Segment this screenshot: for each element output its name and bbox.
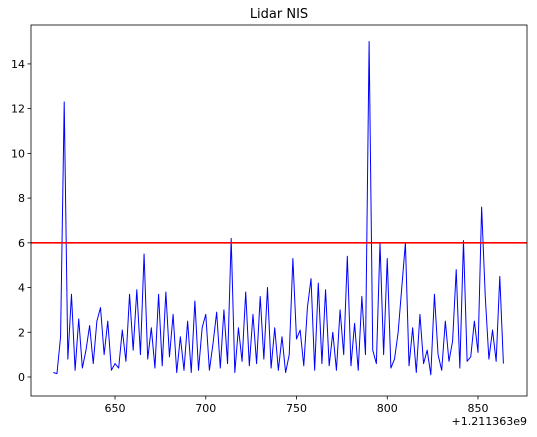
- y-tick-label: 2: [18, 326, 25, 339]
- y-tick-label: 0: [18, 371, 25, 384]
- y-tick-label: 4: [18, 282, 25, 295]
- y-tick-label: 12: [11, 103, 25, 116]
- x-tick-label: 850: [467, 402, 488, 415]
- x-tick-label: 650: [105, 402, 126, 415]
- data-line: [53, 41, 504, 376]
- x-offset-label: +1.211363e9: [452, 415, 527, 428]
- y-tick-label: 14: [11, 58, 25, 71]
- x-tick-label: 750: [286, 402, 307, 415]
- x-tick-label: 800: [377, 402, 398, 415]
- x-tick-label: 700: [195, 402, 216, 415]
- y-tick-label: 6: [18, 237, 25, 250]
- plot-frame: [30, 24, 528, 397]
- chart-title: Lidar NIS: [250, 7, 308, 22]
- y-tick-label: 8: [18, 192, 25, 205]
- y-tick-label: 10: [11, 147, 25, 160]
